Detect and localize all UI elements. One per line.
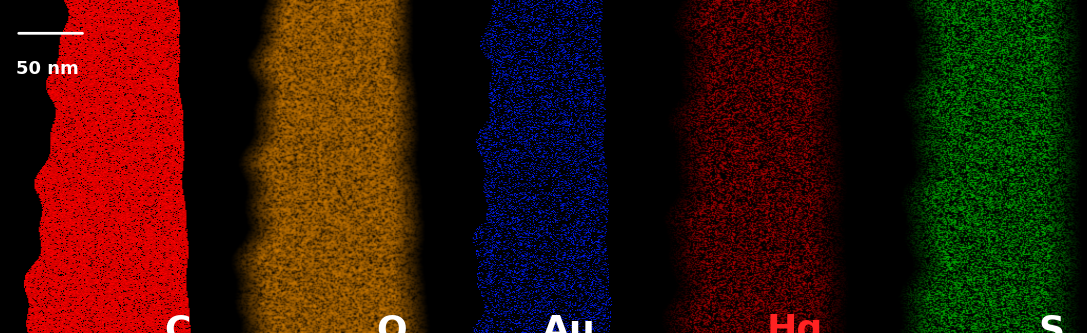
Text: C: C	[164, 313, 190, 333]
Text: Au: Au	[542, 313, 596, 333]
Text: S: S	[1038, 313, 1065, 333]
Text: Hg: Hg	[766, 313, 823, 333]
Text: 50 nm: 50 nm	[16, 60, 78, 78]
Text: O: O	[376, 313, 407, 333]
